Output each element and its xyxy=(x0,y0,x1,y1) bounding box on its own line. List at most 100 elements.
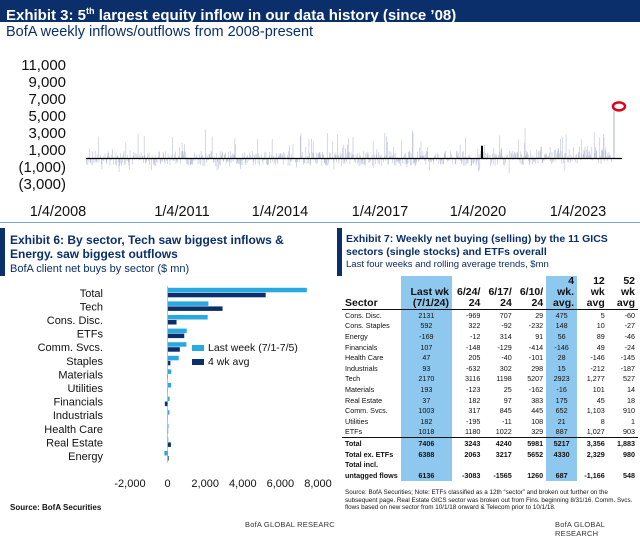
column-header: Sector xyxy=(342,276,401,310)
table-cell: -12 xyxy=(452,331,483,342)
table-cell: -60 xyxy=(608,310,638,321)
y-tick-label: 11,000 xyxy=(21,57,66,74)
marker-2020 xyxy=(481,146,483,159)
table-cell: 3217 xyxy=(483,449,514,460)
table-cell: 3116 xyxy=(452,374,483,385)
table-cell: 903 xyxy=(608,427,638,438)
table-cell: 91 xyxy=(515,331,546,342)
column-header: 6/10/ 24 xyxy=(515,276,546,310)
table-cell: -414 xyxy=(515,342,546,353)
category-label: Cons. Disc. xyxy=(47,315,103,327)
table-cell: 652 xyxy=(546,405,577,416)
exhibit6-subtitle: BofA client net buys by sector ($ mn) xyxy=(10,263,189,275)
table-cell: 329 xyxy=(515,427,546,438)
table-cell: Financials xyxy=(342,342,401,353)
bar-last-week xyxy=(168,383,171,388)
table-cell: 1022 xyxy=(483,427,514,438)
table-cell: -148 xyxy=(452,342,483,353)
weekly-bars xyxy=(86,128,612,173)
table-cell: Total ex. ETFs xyxy=(342,449,401,460)
table-cell: 5207 xyxy=(515,374,546,385)
table-cell: 18 xyxy=(608,395,638,406)
category-label: Staples xyxy=(66,356,103,368)
table-cell: 527 xyxy=(608,374,638,385)
table-cell: untagged flows xyxy=(342,470,401,481)
table-cell: 887 xyxy=(546,427,577,438)
table-cell: 6388 xyxy=(401,449,452,460)
table-cell: 29 xyxy=(515,310,546,321)
table-cell: -212 xyxy=(577,363,608,374)
table-cell: -3083 xyxy=(452,470,483,481)
y-tick-label: 3,000 xyxy=(28,125,66,142)
table-cell: 182 xyxy=(452,395,483,406)
table-cell: -46 xyxy=(608,331,638,342)
table-cell: 37 xyxy=(401,395,452,406)
exhibit6-source: Source: BofA Securities xyxy=(10,503,101,512)
table-cell: -123 xyxy=(452,384,483,395)
legend-last-week: Last week (7/1-7/5) xyxy=(192,342,298,354)
bar-last-week xyxy=(168,315,208,320)
category-label: Financials xyxy=(53,397,103,409)
table-cell: Total incl. xyxy=(342,459,401,470)
highlight-circle xyxy=(613,102,625,110)
table-cell: 10 xyxy=(577,321,608,332)
exhibit3-flow-chart: 11,0009,0007,0005,0003,0001,000(1,000)(3… xyxy=(0,48,640,218)
column-header: 4 wk. avg. xyxy=(546,276,577,310)
table-cell: 845 xyxy=(483,405,514,416)
table-cell: 148 xyxy=(546,321,577,332)
table-cell: 175 xyxy=(546,395,577,406)
table-cell: Comm. Svcs. xyxy=(342,405,401,416)
table-cell: 322 xyxy=(452,321,483,332)
table-cell: 4330 xyxy=(546,449,577,460)
legend-swatch-4wk xyxy=(192,359,204,365)
x-tick-label: 6,000 xyxy=(267,478,295,490)
x-tick-label: 0 xyxy=(165,478,171,490)
bar-4wk-avg xyxy=(168,320,177,325)
table-cell: -92 xyxy=(483,321,514,332)
table-cell: Cons. Disc. xyxy=(342,310,401,321)
table-cell xyxy=(546,459,577,470)
table-cell: 1,277 xyxy=(577,374,608,385)
x-tick-label: 1/4/2008 xyxy=(30,204,86,218)
table-cell: -1,166 xyxy=(577,470,608,481)
table-cell: 1260 xyxy=(515,470,546,481)
bar-last-week xyxy=(168,369,172,374)
table-cell: Tech xyxy=(342,374,401,385)
table-cell: Health Care xyxy=(342,352,401,363)
table-cell: 3243 xyxy=(452,438,483,449)
bar-4wk-avg xyxy=(165,402,168,407)
table-cell: -1565 xyxy=(483,470,514,481)
table-cell: 3,356 xyxy=(577,438,608,449)
table-cell: 687 xyxy=(546,470,577,481)
divider xyxy=(0,222,640,223)
table-cell: 302 xyxy=(483,363,514,374)
table-cell: 97 xyxy=(483,395,514,406)
table-cell: -195 xyxy=(452,416,483,427)
column-header: Last wk (7/1/24) xyxy=(401,276,452,310)
bar-4wk-avg xyxy=(168,306,223,311)
table-cell: 193 xyxy=(401,384,452,395)
category-label: Health Care xyxy=(44,424,103,436)
table-cell: 1003 xyxy=(401,405,452,416)
exhibit6-title: Exhibit 6: By sector, Tech saw biggest i… xyxy=(10,233,330,261)
table-cell: 108 xyxy=(515,416,546,427)
table-cell: -146 xyxy=(546,342,577,353)
x-tick-label: 8,000 xyxy=(304,478,332,490)
column-header: 6/17/ 24 xyxy=(483,276,514,310)
table-cell: Energy xyxy=(342,331,401,342)
table-cell: Industrials xyxy=(342,363,401,374)
table-cell: 8 xyxy=(577,416,608,427)
table-cell: Materials xyxy=(342,384,401,395)
category-label: Energy xyxy=(68,451,103,463)
table-cell: 298 xyxy=(515,363,546,374)
table-cell: 2923 xyxy=(546,374,577,385)
column-header: 12 wk avg xyxy=(577,276,608,310)
